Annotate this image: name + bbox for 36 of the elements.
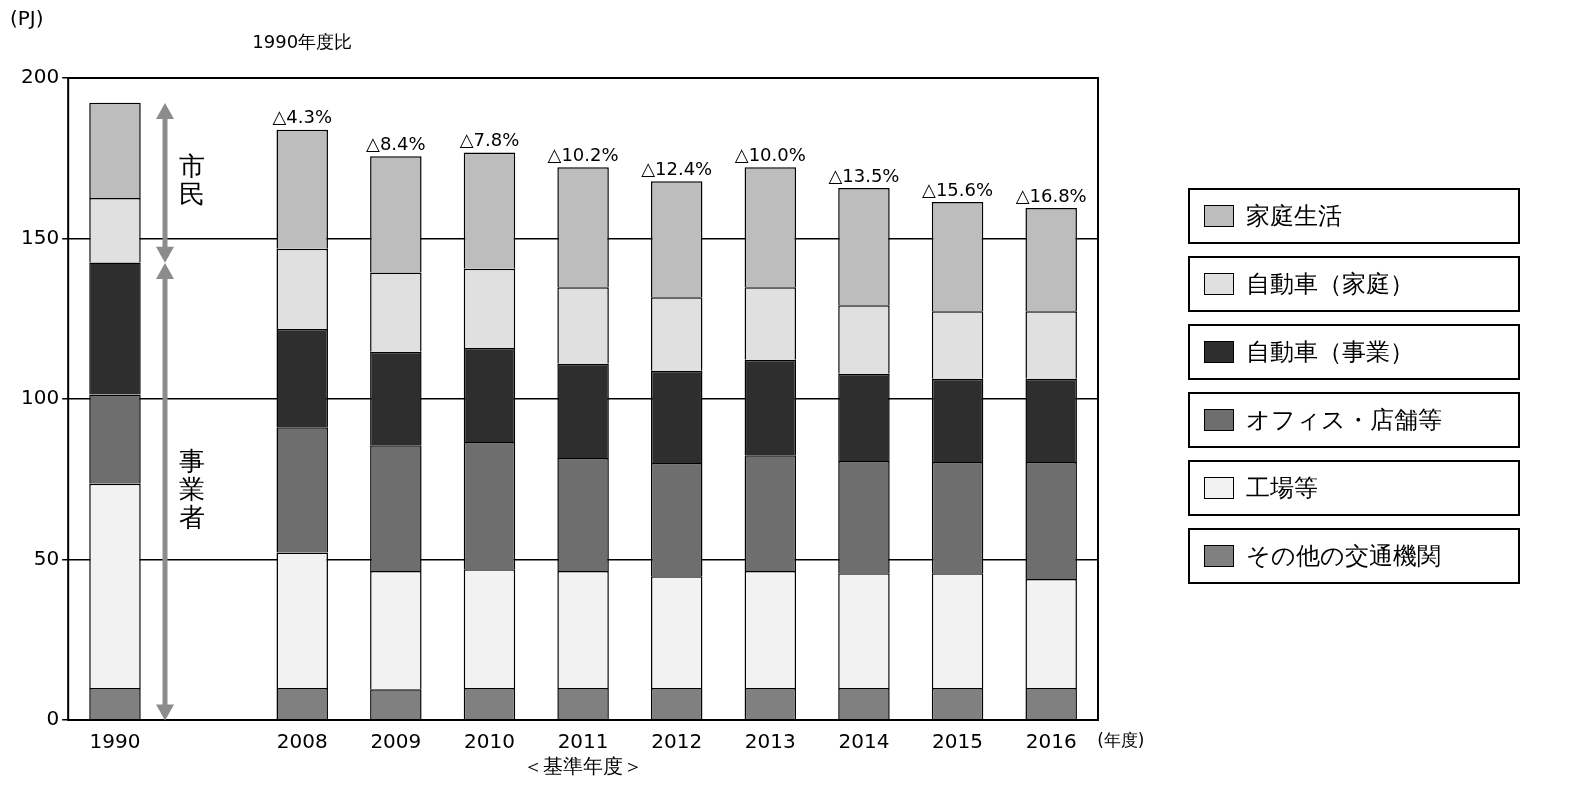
x-tick-label: 2013 xyxy=(744,729,796,754)
x-tick-label: 1990 xyxy=(89,729,141,754)
annotation: △15.6% xyxy=(922,178,994,200)
legend-label: 自動車（事業） xyxy=(1246,337,1414,368)
legend-label: その他の交通機関 xyxy=(1246,541,1441,572)
x-tick-label: 2015 xyxy=(932,729,984,754)
annotation: 市民 xyxy=(178,151,205,210)
y-tick-label: 50 xyxy=(33,545,60,570)
x-tick-label: 2012 xyxy=(651,729,703,754)
text: 工場等 xyxy=(1246,473,1318,504)
annotation: △10.2% xyxy=(547,143,619,165)
y-tick-label: 200 xyxy=(20,64,60,89)
y-axis-title: (PJ) xyxy=(10,6,44,31)
x-axis-title: (年度) xyxy=(1097,730,1145,751)
annotation: △7.8% xyxy=(459,129,520,151)
x-tick-label: 2009 xyxy=(370,729,422,754)
x-tick-label: 2014 xyxy=(838,729,890,754)
legend-label: オフィス・店舗等 xyxy=(1246,405,1442,436)
x-tick-label: 2010 xyxy=(464,729,515,754)
y-tick-label: 100 xyxy=(20,385,60,410)
annotation: △10.0% xyxy=(734,143,806,165)
x-tick-label: 2016 xyxy=(1025,729,1077,754)
text: ＜基準年度＞ xyxy=(523,754,644,779)
legend-label: 自動車（家庭） xyxy=(1246,269,1414,300)
y-tick-label: 0 xyxy=(46,706,60,731)
annotation: 事業者 xyxy=(178,446,205,533)
annotation: △4.3% xyxy=(272,106,333,128)
annotation: △8.4% xyxy=(366,133,426,154)
annotation: △13.5% xyxy=(828,164,900,186)
y-tick-label: 150 xyxy=(20,224,60,249)
legend-label: 家庭生活 xyxy=(1246,201,1342,232)
text: 1990年度比 xyxy=(252,30,353,52)
x-tick-label: 2011 xyxy=(557,729,609,754)
annotation: △16.8% xyxy=(1015,184,1087,206)
annotation: △12.4% xyxy=(641,158,713,180)
x-tick-label: 2008 xyxy=(276,729,328,754)
